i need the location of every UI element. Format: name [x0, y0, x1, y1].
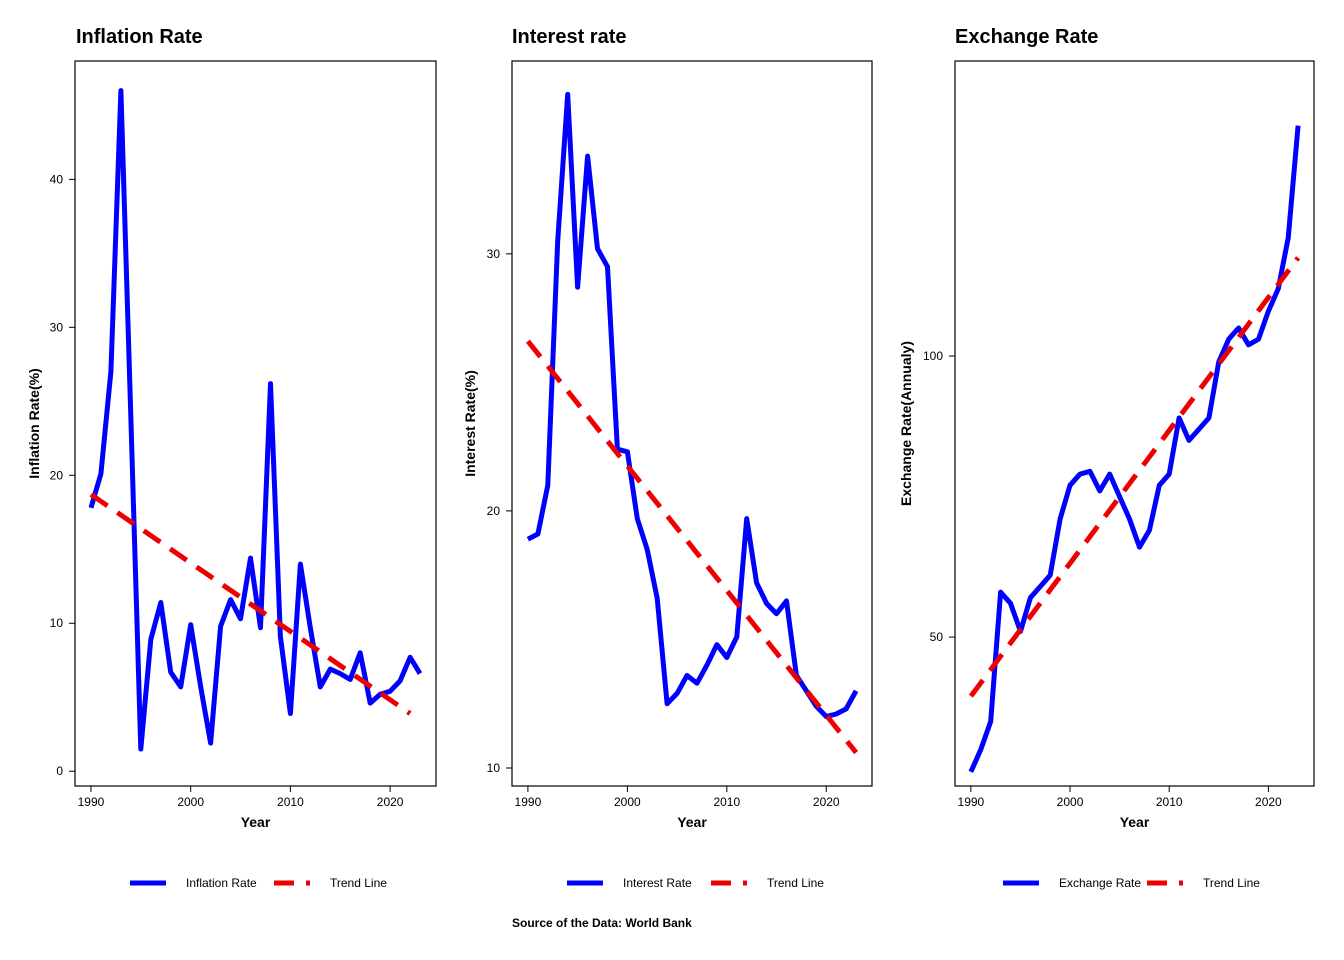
plot-frame [511, 60, 873, 787]
chart-panel-1: Inflation Rate 1990 2000 2010 2020 0 10 20 30 40 Y… [26, 26, 437, 890]
x-tick-label: 2010 [277, 795, 304, 809]
series-line [526, 91, 859, 720]
x-tick-label: 2010 [1156, 795, 1183, 809]
trend-line [89, 492, 412, 716]
y-tick-label: 10 [50, 616, 64, 630]
x-tick-label: 2000 [177, 795, 204, 809]
y-tick-label: 50 [930, 630, 944, 644]
series-line [968, 125, 1301, 773]
y-axis-label: Interest Rate(%) [462, 370, 478, 477]
y-axis-label: Inflation Rate(%) [26, 368, 42, 478]
chart-title: Exchange Rate [955, 26, 1098, 48]
x-tick-label: 2020 [813, 795, 840, 809]
chart-panel-3: Exchange Rate 1990 2000 2010 2020 50 100 Year Ex… [898, 26, 1315, 890]
x-tick-label: 2020 [377, 795, 404, 809]
x-tick-label: 2000 [1057, 795, 1084, 809]
y-tick-label: 10 [487, 761, 501, 775]
y-tick-label: 30 [487, 247, 501, 261]
x-axis-label: Year [241, 814, 271, 830]
legend-label-series: Inflation Rate [186, 876, 257, 890]
trend-line [525, 339, 859, 755]
y-tick-label: 20 [487, 504, 501, 518]
plot-frame [954, 60, 1315, 787]
x-tick-label: 1990 [958, 795, 985, 809]
legend-label-trend: Trend Line [767, 876, 824, 890]
x-axis-label: Year [677, 814, 707, 830]
y-tick-label: 40 [50, 172, 64, 186]
x-tick-label: 2020 [1255, 795, 1282, 809]
plot-frame [74, 60, 437, 787]
legend-label-trend: Trend Line [1203, 876, 1260, 890]
chart-panel-2: Interest rate 1990 2000 2010 2020 10 20 30 Year I… [462, 26, 873, 890]
y-tick-label: 0 [56, 764, 63, 778]
x-axis-label: Year [1120, 814, 1150, 830]
x-tick-label: 2000 [614, 795, 641, 809]
chart-title: Inflation Rate [76, 26, 203, 48]
y-tick-label: 30 [50, 320, 64, 334]
legend-label-series: Interest Rate [623, 876, 692, 890]
y-tick-label: 100 [923, 349, 943, 363]
trend-line [968, 256, 1301, 698]
series-line [88, 88, 423, 752]
chart-title: Interest rate [512, 26, 627, 48]
source-caption: Source of the Data: World Bank [512, 916, 692, 930]
y-axis-label: Exchange Rate(Annualy) [898, 341, 914, 506]
x-tick-label: 1990 [78, 795, 105, 809]
legend-label-series: Exchange Rate [1059, 876, 1141, 890]
y-tick-label: 20 [50, 468, 64, 482]
legend-label-trend: Trend Line [330, 876, 387, 890]
x-tick-label: 1990 [515, 795, 542, 809]
x-tick-label: 2010 [713, 795, 740, 809]
